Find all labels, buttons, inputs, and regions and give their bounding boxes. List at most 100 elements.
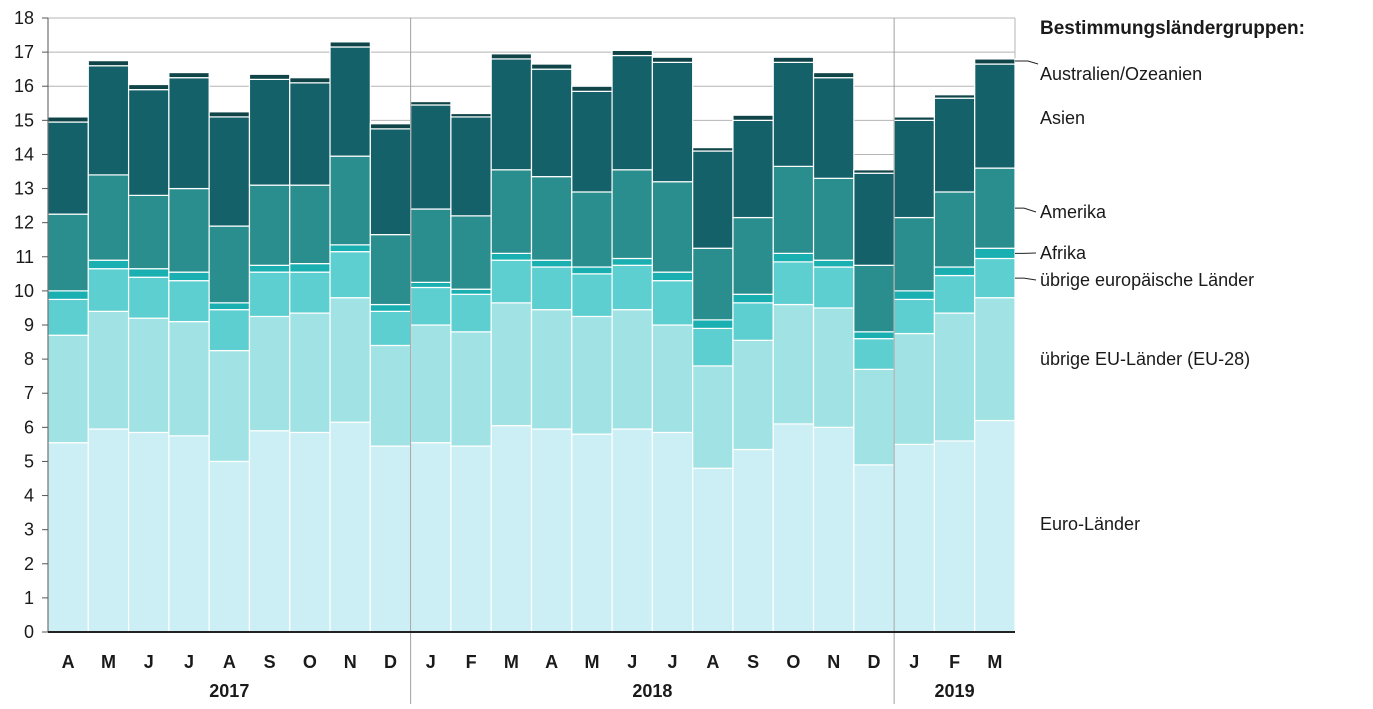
bar-segment: [451, 294, 491, 332]
bar-segment: [854, 332, 894, 339]
x-tick-label: F: [949, 652, 960, 672]
x-tick-label: A: [545, 652, 558, 672]
bar-segment: [249, 265, 289, 272]
y-tick-label: 16: [14, 76, 34, 96]
legend-label: übrige europäische Länder: [1040, 270, 1254, 290]
bar-segment: [491, 303, 531, 426]
bar-segment: [129, 318, 169, 432]
bar-segment: [249, 316, 289, 430]
bar-segment: [733, 450, 773, 632]
x-tick-label: A: [223, 652, 236, 672]
bar-segment: [451, 117, 491, 216]
bar-segment: [209, 303, 249, 310]
bar-segment: [652, 182, 692, 272]
bar-stack: [532, 64, 572, 632]
bar-segment: [532, 260, 572, 267]
bar-stack: [975, 59, 1015, 632]
bar-segment: [532, 429, 572, 632]
bar-segment: [733, 294, 773, 303]
bar-stack: [48, 117, 88, 632]
bar-segment: [451, 114, 491, 117]
bar-segment: [612, 310, 652, 429]
x-tick-label: O: [786, 652, 800, 672]
bar-stack: [814, 73, 854, 632]
bar-segment: [572, 91, 612, 192]
bar-segment: [693, 151, 733, 248]
bar-segment: [693, 328, 733, 366]
bar-segment: [290, 83, 330, 185]
bar-segment: [491, 253, 531, 260]
bar-segment: [249, 79, 289, 185]
bar-stack: [652, 57, 692, 632]
bar-segment: [773, 57, 813, 62]
bar-segment: [612, 56, 652, 170]
bar-segment: [169, 322, 209, 436]
bar-segment: [652, 272, 692, 281]
bar-segment: [129, 277, 169, 318]
bar-segment: [169, 281, 209, 322]
y-tick-label: 17: [14, 42, 34, 62]
bar-segment: [612, 258, 652, 265]
bar-segment: [370, 124, 410, 129]
bar-segment: [129, 432, 169, 632]
bar-segment: [370, 235, 410, 305]
bar-segment: [491, 426, 531, 632]
x-tick-label: J: [627, 652, 637, 672]
bar-segment: [411, 325, 451, 443]
y-tick-label: 2: [24, 554, 34, 574]
bar-segment: [894, 444, 934, 632]
bar-segment: [652, 57, 692, 62]
y-tick-label: 5: [24, 451, 34, 471]
bar-segment: [894, 120, 934, 217]
x-tick-label: J: [144, 652, 154, 672]
bar-segment: [814, 260, 854, 267]
bar-segment: [693, 320, 733, 329]
bar-segment: [572, 192, 612, 267]
bar-segment: [975, 59, 1015, 64]
bar-segment: [693, 468, 733, 632]
x-tick-label: M: [101, 652, 116, 672]
bar-segment: [814, 308, 854, 427]
bar-stack: [330, 42, 370, 632]
bar-segment: [934, 276, 974, 314]
bar-segment: [209, 226, 249, 303]
bar-segment: [451, 289, 491, 294]
x-tick-label: N: [827, 652, 840, 672]
x-tick-label: D: [867, 652, 880, 672]
bar-segment: [733, 340, 773, 449]
bar-segment: [370, 446, 410, 632]
bar-segment: [491, 170, 531, 254]
legend-label: Asien: [1040, 108, 1085, 128]
bar-segment: [129, 195, 169, 268]
year-label: 2017: [209, 681, 249, 701]
x-tick-label: M: [584, 652, 599, 672]
y-tick-label: 6: [24, 417, 34, 437]
bar-segment: [854, 265, 894, 332]
bar-segment: [814, 178, 854, 260]
bar-segment: [814, 78, 854, 179]
bar-stack: [129, 85, 169, 632]
y-tick-label: 15: [14, 110, 34, 130]
x-tick-label: S: [264, 652, 276, 672]
bar-segment: [48, 117, 88, 122]
bar-segment: [733, 303, 773, 341]
bar-segment: [894, 334, 934, 445]
bar-segment: [411, 287, 451, 325]
bar-segment: [532, 310, 572, 429]
bar-segment: [532, 69, 572, 176]
bar-segment: [129, 90, 169, 196]
y-tick-label: 14: [14, 144, 34, 164]
bar-segment: [693, 148, 733, 151]
bar-segment: [854, 170, 894, 173]
bar-segment: [129, 269, 169, 278]
bar-segment: [854, 369, 894, 465]
bar-segment: [934, 192, 974, 267]
bar-stack: [773, 57, 813, 632]
x-tick-label: M: [987, 652, 1002, 672]
bar-segment: [773, 262, 813, 305]
bar-segment: [733, 115, 773, 120]
bar-stack: [451, 114, 491, 632]
x-tick-label: S: [747, 652, 759, 672]
bar-stack: [209, 112, 249, 632]
